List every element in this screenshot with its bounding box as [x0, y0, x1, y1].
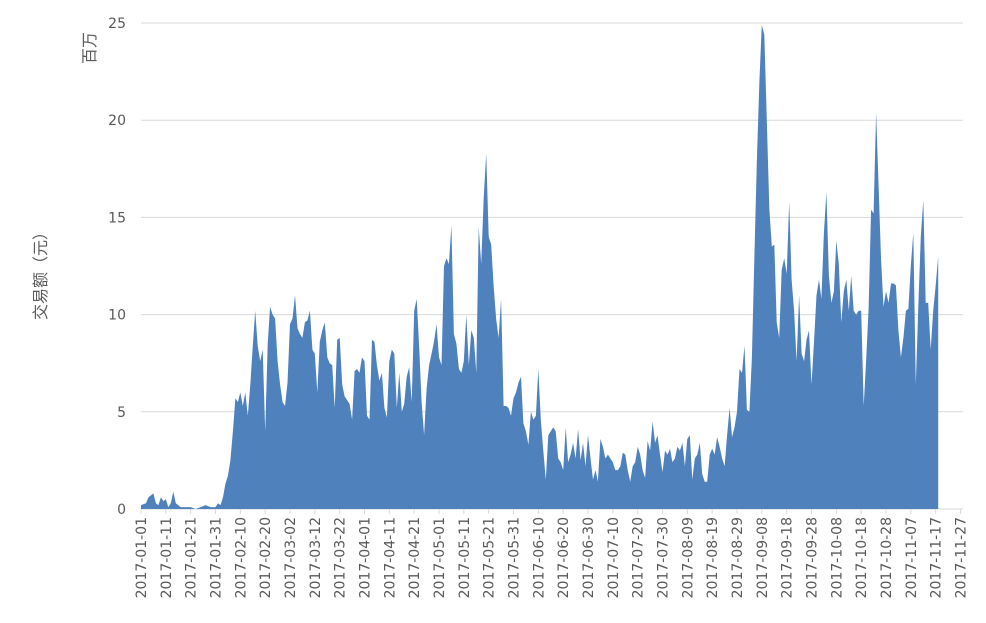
x-tick-label: 2017-05-01: [432, 517, 448, 598]
x-tick-label: 2017-02-10: [233, 517, 249, 598]
area-series: [141, 24, 939, 510]
x-tick-label: 2017-03-12: [308, 517, 324, 598]
x-tick-label: 2017-11-07: [904, 517, 920, 598]
plot-area: [141, 24, 939, 510]
x-tick-label: 2017-04-21: [407, 517, 423, 598]
x-tick-label: 2017-09-28: [805, 517, 821, 598]
x-tick-label: 2017-08-09: [680, 517, 696, 598]
y-axis-ticks: 0 5 10 15 20 25: [108, 16, 126, 518]
x-tick-label: 2017-06-30: [581, 517, 597, 598]
y-tick-label: 25: [108, 16, 126, 32]
x-tick-label: 2017-05-11: [457, 517, 473, 598]
y-tick-label: 20: [108, 113, 126, 129]
x-tick-label: 2017-01-11: [159, 517, 175, 598]
x-tick-label: 2017-03-02: [283, 517, 299, 598]
x-tick-label: 2017-11-17: [929, 517, 945, 598]
x-tick-label: 2017-04-01: [358, 517, 374, 598]
x-tick-label: 2017-10-18: [854, 517, 870, 598]
y-tick-label: 0: [117, 502, 126, 518]
x-tick-label: 2017-01-21: [184, 517, 200, 598]
x-tick-label: 2017-10-08: [829, 517, 845, 598]
x-tick-label: 2017-11-27: [954, 517, 970, 598]
x-tick-label: 2017-02-20: [258, 517, 274, 598]
x-axis-ticks: 2017-01-01 2017-01-11 2017-01-21 2017-01-31…: [134, 509, 970, 598]
x-tick-label: 2017-07-20: [631, 517, 647, 598]
x-tick-label: 2017-08-19: [705, 517, 721, 598]
x-tick-label: 2017-07-10: [606, 517, 622, 598]
x-tick-label: 2017-08-29: [730, 517, 746, 598]
x-tick-label: 2017-06-10: [531, 517, 547, 598]
x-tick-label: 2017-04-11: [382, 517, 398, 598]
y-tick-label: 10: [108, 308, 126, 324]
x-tick-label: 2017-01-01: [134, 517, 150, 598]
y-tick-label: 15: [108, 210, 126, 226]
x-tick-label: 2017-03-22: [333, 517, 349, 598]
x-tick-label: 2017-09-18: [780, 517, 796, 598]
y-axis-unit: 百万: [80, 32, 99, 64]
x-tick-label: 2017-10-28: [879, 517, 895, 598]
y-tick-label: 5: [117, 405, 126, 421]
x-tick-label: 2017-07-30: [656, 517, 672, 598]
x-tick-label: 2017-01-31: [209, 517, 225, 598]
x-tick-label: 2017-05-31: [507, 517, 523, 598]
y-axis-title: 交易额（元）: [31, 224, 50, 320]
x-tick-label: 2017-06-20: [556, 517, 572, 598]
x-tick-label: 2017-05-21: [482, 517, 498, 598]
x-tick-label: 2017-09-08: [755, 517, 771, 598]
